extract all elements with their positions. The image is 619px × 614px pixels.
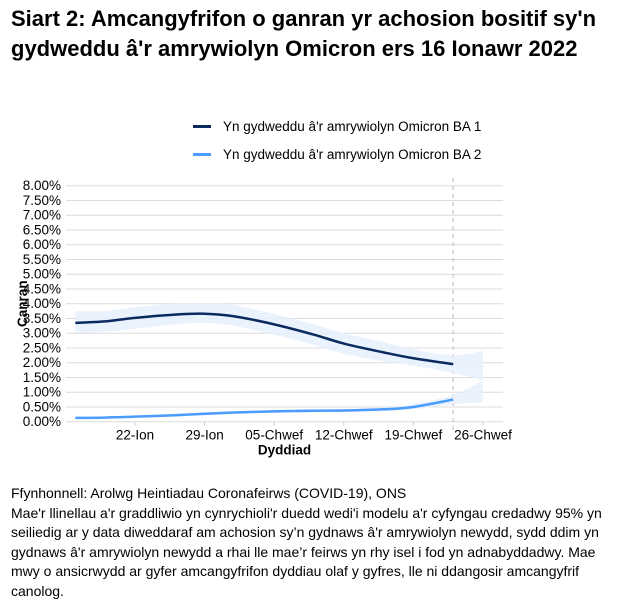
y-tick-label: 0.00% xyxy=(23,414,61,429)
chart-plot: 0.00%0.50%1.00%1.50%2.00%2.50%3.00%3.50%… xyxy=(15,178,512,458)
x-tick-label: 26-Chwef xyxy=(454,428,512,443)
legend-item-ba2: Yn gydweddu â'r amrywiolyn Omicron BA 2 xyxy=(193,140,481,168)
y-tick-label: 3.00% xyxy=(23,326,61,341)
legend-label-ba1: Yn gydweddu â'r amrywiolyn Omicron BA 1 xyxy=(223,118,482,134)
y-tick-label: 5.50% xyxy=(23,252,61,267)
y-axis-label: Canran xyxy=(15,280,30,327)
legend-label-ba2: Yn gydweddu â'r amrywiolyn Omicron BA 2 xyxy=(223,146,482,162)
y-tick-label: 8.00% xyxy=(23,178,61,193)
y-tick-label: 4.50% xyxy=(23,281,61,296)
y-tick-label: 3.50% xyxy=(23,311,61,326)
legend-swatch-ba2 xyxy=(193,152,211,156)
y-tick-label: 4.00% xyxy=(23,296,61,311)
x-tick-label: 05-Chwef xyxy=(245,428,303,443)
y-tick-label: 7.00% xyxy=(23,208,61,223)
y-tick-label: 7.50% xyxy=(23,193,61,208)
series-line-1 xyxy=(75,312,454,366)
legend: Yn gydweddu â'r amrywiolyn Omicron BA 1 … xyxy=(193,112,481,168)
y-tick-label: 1.50% xyxy=(23,370,61,385)
y-tick-label: 6.00% xyxy=(23,237,61,252)
y-tick-label: 5.00% xyxy=(23,267,61,282)
chart-notes: Ffynhonnell: Arolwg Heintiadau Coronafei… xyxy=(11,484,611,601)
confidence-band-2 xyxy=(75,380,483,419)
y-tick-label: 2.00% xyxy=(23,355,61,370)
x-tick-label: 22-Ion xyxy=(116,428,154,443)
legend-item-ba1: Yn gydweddu â'r amrywiolyn Omicron BA 1 xyxy=(193,112,481,140)
y-tick-label: 2.50% xyxy=(23,340,61,355)
x-tick-label: 29-Ion xyxy=(185,428,223,443)
source-note: Ffynhonnell: Arolwg Heintiadau Coronafei… xyxy=(11,485,407,501)
y-tick-label: 1.00% xyxy=(23,385,61,400)
confidence-band-1 xyxy=(75,302,483,381)
y-tick-label: 0.50% xyxy=(23,399,61,414)
description-note: Mae'r llinellau a'r graddliwio yn cynryc… xyxy=(11,504,602,599)
legend-swatch-ba1 xyxy=(193,124,211,128)
x-tick-label: 12-Chwef xyxy=(315,428,373,443)
y-tick-label: 6.50% xyxy=(23,222,61,237)
x-tick-label: 19-Chwef xyxy=(385,428,443,443)
series-line-2 xyxy=(75,398,454,420)
x-axis-label: Dyddiad xyxy=(258,443,311,458)
chart-title: Siart 2: Amcangyfrifon o ganran yr achos… xyxy=(11,6,597,61)
